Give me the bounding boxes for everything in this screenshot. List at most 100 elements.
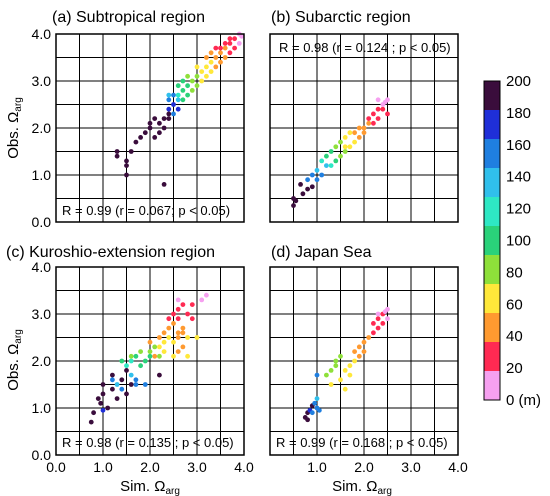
panel-d-stat: R = 0.99 (r = 0.168 ; p < 0.05): [276, 435, 448, 450]
data-point: [291, 196, 296, 201]
data-point: [180, 97, 186, 103]
data-point: [356, 344, 362, 350]
data-point: [119, 386, 125, 392]
data-point: [305, 417, 310, 423]
data-point: [342, 135, 348, 140]
data-point: [333, 358, 339, 364]
colorbar-swatch: [484, 342, 500, 372]
data-point: [161, 330, 167, 336]
colorbar-tick-label: 180: [506, 105, 531, 122]
colorbar-swatch: [484, 168, 500, 198]
data-point: [218, 50, 223, 56]
data-point: [110, 372, 115, 378]
data-point: [352, 130, 357, 136]
data-point: [114, 382, 120, 387]
data-point: [366, 335, 372, 340]
data-point: [175, 316, 181, 322]
data-point: [194, 335, 200, 340]
panel-c-points: [88, 292, 209, 425]
panel-c-y-ticks: 0.0 1.0 2.0 3.0 4.0: [32, 259, 52, 463]
y-tick-label: 3.0: [32, 73, 52, 89]
data-point: [232, 36, 238, 42]
data-point: [375, 316, 381, 322]
data-point: [124, 391, 129, 397]
data-point: [352, 358, 357, 364]
x-tick-label: 0.0: [46, 459, 66, 475]
data-point: [347, 144, 353, 150]
data-point: [338, 139, 343, 145]
data-point: [300, 191, 306, 197]
data-point: [319, 158, 325, 164]
data-point: [204, 55, 209, 60]
panel-c-stat: R = 0.98 (r = 0.135 ; p < 0.05): [62, 435, 234, 450]
data-point: [319, 172, 325, 178]
data-point: [356, 353, 362, 359]
x-tick-label: 1.0: [93, 459, 113, 475]
data-point: [147, 120, 153, 126]
data-point: [309, 172, 315, 178]
data-point: [114, 396, 120, 401]
panel-c-frame: [55, 266, 245, 456]
data-point: [328, 368, 334, 373]
panel-a-ylabel: Obs. Ωarg: [5, 97, 24, 159]
data-point: [194, 83, 200, 89]
panel-a-y-ticks: 0.0 1.0 2.0 3.0 4.0: [32, 26, 52, 230]
data-point: [171, 92, 176, 98]
y-tick-label: 1.0: [32, 400, 52, 416]
x-tick-label: 2.0: [140, 459, 160, 475]
colorbar-tick-label: 20: [506, 360, 523, 377]
colorbar-swatch: [484, 226, 500, 256]
data-point: [110, 386, 115, 392]
data-point: [204, 73, 209, 79]
colorbar-tick-label: 140: [506, 169, 531, 186]
data-point: [157, 120, 162, 126]
data-point: [375, 97, 381, 103]
y-tick-label: 4.0: [32, 259, 52, 275]
data-point: [213, 55, 219, 60]
colorbar-swatch: [484, 197, 500, 227]
panel-c-title: (c) Kuroshio-extension region: [6, 244, 215, 261]
data-point: [189, 88, 195, 93]
data-point: [342, 386, 348, 392]
data-point: [316, 407, 322, 413]
data-point: [152, 344, 158, 350]
data-point: [175, 106, 181, 112]
data-point: [185, 92, 191, 98]
data-point: [375, 311, 381, 317]
data-point: [312, 400, 318, 406]
data-point: [361, 349, 367, 354]
data-point: [138, 363, 144, 369]
data-point: [133, 353, 139, 359]
data-point: [314, 396, 320, 401]
data-point: [342, 368, 348, 373]
data-point: [208, 59, 214, 65]
colorbar-swatch: [484, 371, 500, 401]
data-point: [180, 78, 186, 84]
data-point: [375, 325, 381, 331]
colorbar-swatch: [484, 110, 500, 140]
data-point: [161, 125, 167, 131]
colorbar-tick-label: 200: [506, 73, 531, 90]
data-point: [189, 316, 195, 322]
panel-d-xlabel: Sim. Ωarg: [332, 478, 392, 496]
panel-b: (b) Subarctic region R = 0.98 (r = 0.124…: [269, 9, 459, 223]
data-point: [375, 106, 381, 112]
data-point: [175, 297, 181, 303]
data-point: [157, 372, 162, 378]
colorbar: 200 180 160 140 120 100 80 60 40 20 0 (m): [483, 73, 541, 409]
data-point: [189, 78, 195, 84]
data-point: [147, 349, 153, 354]
panel-b-title: (b) Subarctic region: [271, 9, 411, 26]
data-point: [175, 349, 181, 354]
data-point: [305, 186, 310, 192]
data-point: [124, 172, 129, 178]
panel-c: (c) Kuroshio-extension region R = 0.98 (…: [5, 244, 254, 496]
data-point: [342, 144, 348, 150]
data-point: [356, 135, 362, 140]
data-point: [291, 203, 296, 208]
data-point: [347, 130, 353, 136]
data-point: [352, 139, 357, 145]
data-point: [333, 363, 339, 369]
data-point: [361, 339, 367, 345]
